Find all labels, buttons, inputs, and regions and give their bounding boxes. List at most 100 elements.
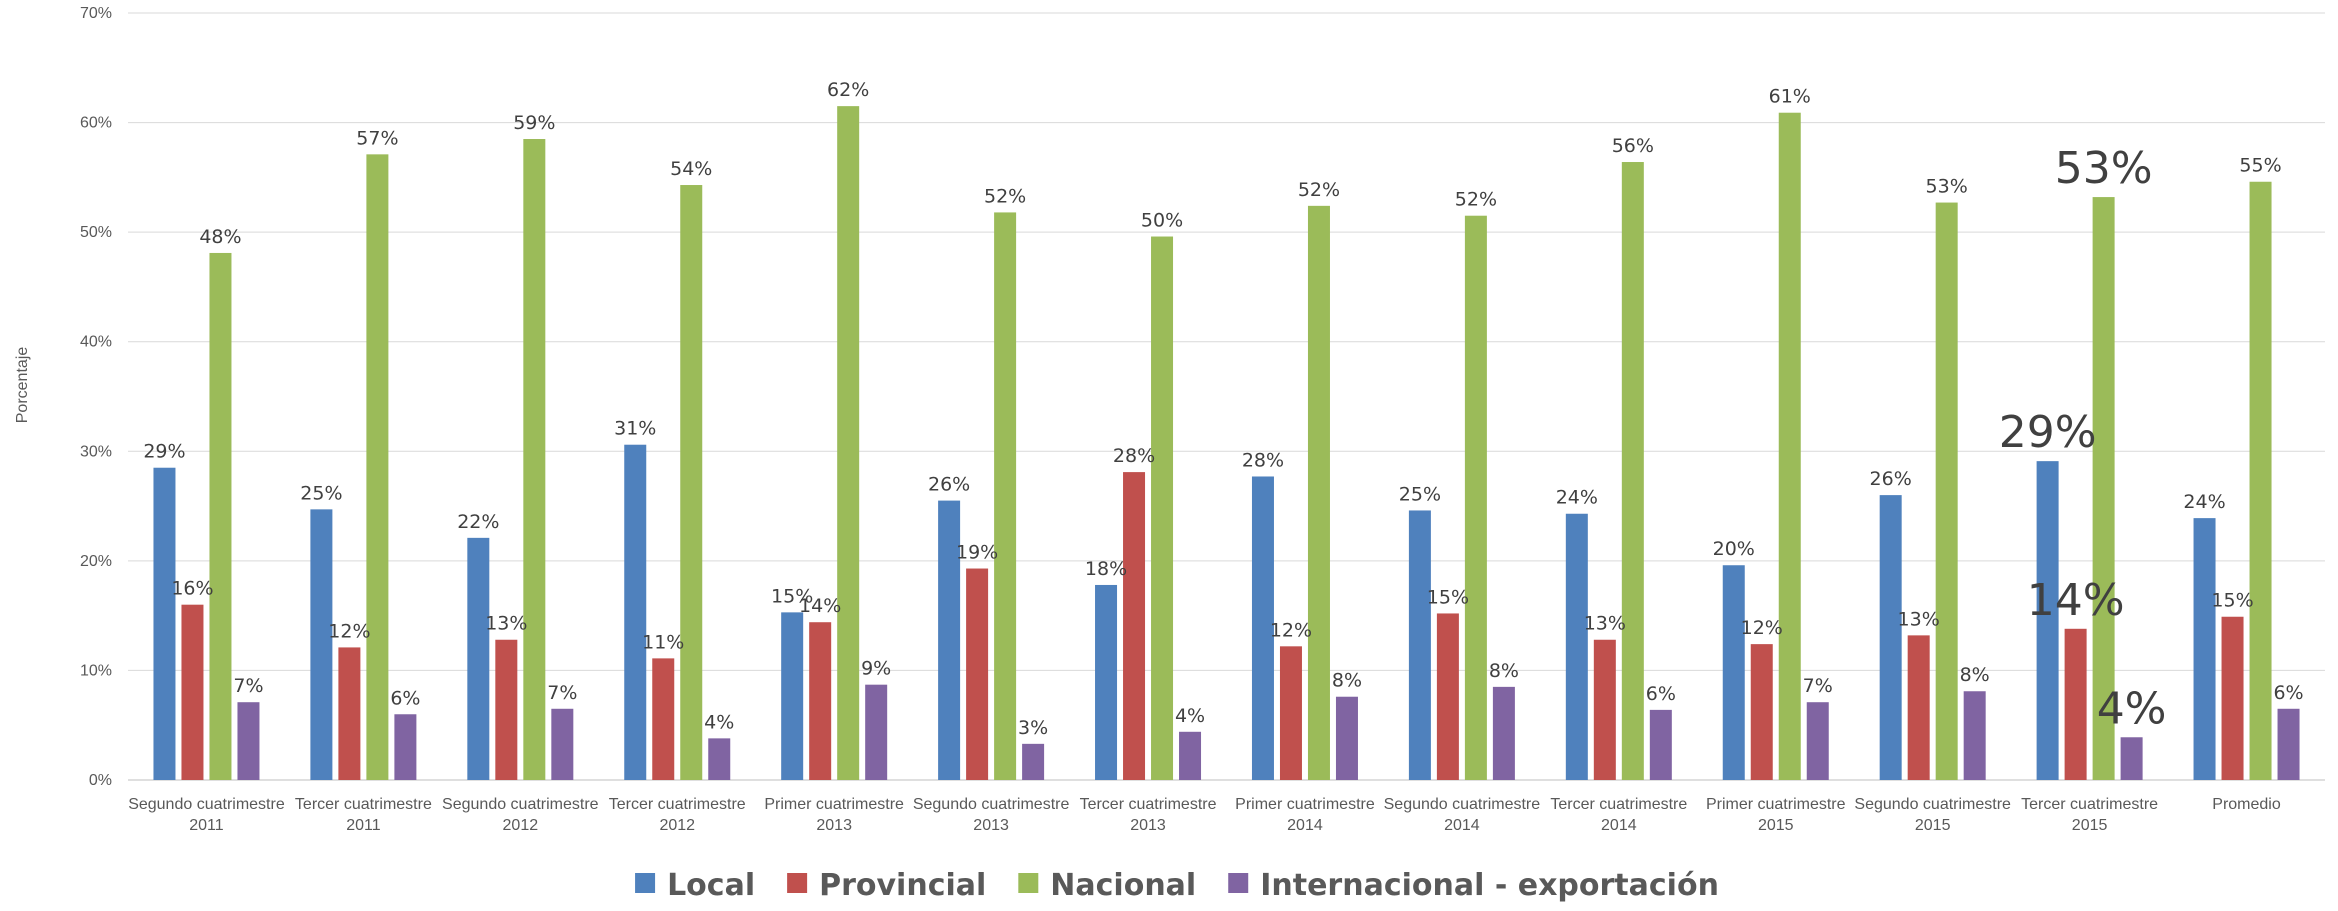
data-label: 12% <box>328 620 370 642</box>
bar <box>938 500 961 780</box>
bar <box>837 106 860 780</box>
data-label: 50% <box>1141 210 1183 232</box>
bar <box>1565 513 1588 780</box>
x-tick-label: Primer cuatrimestre 2015 <box>1706 796 1846 834</box>
bar <box>1935 202 1958 780</box>
bar <box>338 647 361 780</box>
bar <box>2036 461 2059 780</box>
data-label: 8% <box>1960 664 1990 686</box>
bar <box>495 639 518 780</box>
bar <box>310 509 333 780</box>
x-tick-label: Primer cuatrimestre 2014 <box>1235 796 1375 834</box>
data-label: 48% <box>199 226 241 248</box>
bar <box>966 568 989 780</box>
x-tick-label: Tercer cuatrimestre 2013 <box>1080 796 1217 834</box>
data-label: 12% <box>1741 617 1783 639</box>
data-label: 13% <box>1898 608 1940 630</box>
data-label: 62% <box>827 79 869 101</box>
x-tick-label: Segundo cuatrimestre 2011 <box>128 796 285 834</box>
legend-label: Internacional - exportación <box>1260 868 1719 903</box>
data-label: 4% <box>704 711 734 733</box>
data-label: 56% <box>1612 135 1654 157</box>
data-label: 12% <box>1270 619 1312 641</box>
data-label: 6% <box>390 687 420 709</box>
bar <box>994 212 1017 781</box>
bar <box>2120 737 2143 780</box>
y-tick-label: 30% <box>80 443 112 460</box>
y-tick-label: 10% <box>80 662 112 679</box>
bar <box>2277 708 2300 780</box>
x-tick-label: Segundo cuatrimestre 2014 <box>1384 796 1541 834</box>
data-label: 15% <box>1427 586 1469 608</box>
x-tick-label: Segundo cuatrimestre 2015 <box>1854 796 2011 834</box>
bar <box>1750 644 1773 780</box>
x-tick-label: Primer cuatrimestre 2013 <box>764 796 904 834</box>
bar <box>2092 197 2115 780</box>
y-axis-title: Porcentaje <box>14 347 31 424</box>
data-label: 4% <box>1175 705 1205 727</box>
data-label: 26% <box>928 474 970 496</box>
legend-swatch <box>787 873 808 893</box>
bar <box>523 139 546 780</box>
bar <box>865 684 888 780</box>
bar <box>809 622 832 780</box>
legend-label: Provincial <box>819 868 986 903</box>
y-tick-label: 20% <box>80 553 112 570</box>
bar <box>2249 181 2272 781</box>
data-label: 59% <box>513 112 555 134</box>
bar <box>2221 616 2244 780</box>
legend: Local Provincial Nacional Internacional - e… <box>635 868 1719 903</box>
data-label: 19% <box>956 542 998 564</box>
x-tick-label: Tercer cuatrimestre 2012 <box>609 796 746 834</box>
data-label: 53% <box>2055 143 2153 194</box>
x-tick-label: Tercer cuatrimestre 2015 <box>2021 796 2158 834</box>
data-label: 29% <box>1999 407 2097 458</box>
bar <box>1095 584 1118 780</box>
data-label: 52% <box>1455 189 1497 211</box>
bar <box>1464 215 1487 780</box>
data-label: 11% <box>642 631 684 653</box>
data-label: 25% <box>300 482 342 504</box>
data-label: 7% <box>1803 675 1833 697</box>
data-label: 6% <box>1646 683 1676 705</box>
bar <box>1778 112 1801 780</box>
bar <box>209 252 232 780</box>
legend-label: Local <box>667 868 755 903</box>
bar <box>1963 691 1986 780</box>
data-label: 14% <box>799 595 841 617</box>
bar <box>1123 472 1146 780</box>
data-label: 25% <box>1399 483 1441 505</box>
data-label: 22% <box>457 511 499 533</box>
y-tick-label: 50% <box>80 224 112 241</box>
data-label: 31% <box>614 418 656 440</box>
bar <box>1436 613 1459 780</box>
data-label: 7% <box>233 675 263 697</box>
bar <box>2064 628 2087 780</box>
bar <box>153 467 176 780</box>
data-label: 9% <box>861 658 891 680</box>
bar <box>1335 696 1358 780</box>
bar <box>1593 639 1616 780</box>
data-label: 13% <box>485 613 527 635</box>
data-label: 29% <box>143 441 185 463</box>
y-tick-label: 60% <box>80 115 112 132</box>
bar <box>1408 510 1431 780</box>
data-label: 13% <box>1584 613 1626 635</box>
data-label: 57% <box>356 127 398 149</box>
bar <box>680 185 703 780</box>
data-label: 3% <box>1018 717 1048 739</box>
data-label: 6% <box>2273 682 2303 704</box>
bar <box>1879 495 1902 780</box>
y-tick-label: 70% <box>80 5 112 22</box>
data-label: 52% <box>984 185 1026 207</box>
legend-swatch <box>635 873 656 893</box>
bar <box>1307 205 1330 781</box>
data-label: 15% <box>771 585 813 607</box>
legend-label: Nacional <box>1050 868 1196 903</box>
bar <box>708 738 731 780</box>
bar <box>551 708 574 780</box>
legend-swatch <box>1228 873 1249 893</box>
bar <box>1492 686 1515 780</box>
bar <box>1179 731 1202 780</box>
data-label: 7% <box>547 682 577 704</box>
